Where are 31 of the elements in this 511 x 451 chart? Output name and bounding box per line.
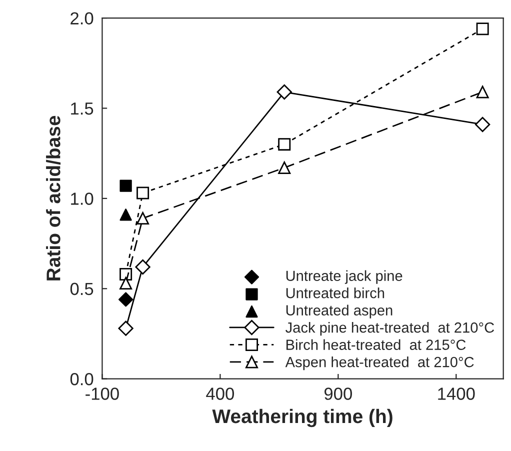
point bbox=[278, 162, 291, 174]
y-tick-label: 0.5 bbox=[70, 282, 94, 296]
point bbox=[276, 84, 292, 100]
x-tick-label: 900 bbox=[324, 388, 352, 400]
point bbox=[136, 212, 150, 225]
y-tick-label: 1.0 bbox=[71, 192, 94, 205]
point bbox=[118, 292, 134, 307]
point bbox=[118, 320, 134, 336]
y-tick-label: 2.0 bbox=[70, 12, 94, 24]
legend-label: Untreated aspen bbox=[286, 304, 392, 318]
legend-label: Aspen heat-treated at 210°C bbox=[285, 356, 474, 370]
point bbox=[135, 259, 150, 275]
y-axis-title: Ratio of acid/base bbox=[46, 116, 61, 280]
legend-label: Untreated birch bbox=[286, 288, 384, 298]
x-tick-label: 1400 bbox=[438, 388, 475, 400]
point bbox=[120, 208, 132, 221]
x-tick-label: -100 bbox=[86, 388, 119, 400]
legend-label: Birch heat-treated at 215°C bbox=[286, 339, 466, 350]
point bbox=[136, 186, 150, 200]
point bbox=[476, 22, 489, 36]
y-tick-label: 0.0 bbox=[70, 373, 94, 386]
point bbox=[475, 116, 490, 132]
y-tick-label: 1.5 bbox=[71, 102, 94, 115]
point bbox=[120, 180, 132, 192]
x-tick-label: 400 bbox=[206, 388, 234, 400]
point bbox=[476, 86, 489, 98]
point bbox=[120, 276, 132, 290]
legend-label: Jack pine heat-treated at 210°C bbox=[286, 322, 494, 336]
x-axis-title: Weathering time (h) bbox=[212, 408, 392, 428]
point bbox=[278, 138, 291, 151]
legend-label: Untreate jack pine bbox=[286, 270, 402, 284]
